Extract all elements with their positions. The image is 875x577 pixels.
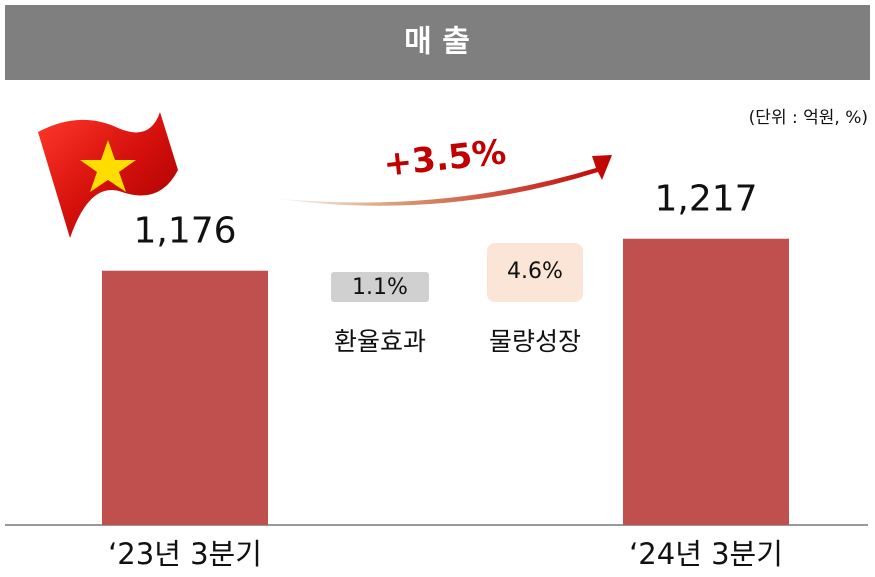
fx-box <box>331 272 429 302</box>
x-tick-label: ‘24년 3분기 <box>629 537 783 571</box>
volume-box <box>487 243 583 302</box>
bar <box>102 270 268 525</box>
volume-label: 물량성장 <box>489 327 581 356</box>
value-label: 1,176 <box>133 211 236 252</box>
title-bar <box>5 5 870 80</box>
chart-title: 매 출 <box>404 25 470 60</box>
x-tick-label: ‘23년 3분기 <box>108 537 262 571</box>
volume-value: 4.6% <box>507 259 563 284</box>
value-label: 1,217 <box>654 179 757 220</box>
bar <box>623 238 789 526</box>
fx-label: 환율효과 <box>334 327 426 356</box>
fx-value: 1.1% <box>352 275 408 300</box>
growth-label: +3.5% <box>382 132 508 185</box>
flag <box>38 112 178 238</box>
unit-label: (단위 : 억원, %) <box>749 108 868 128</box>
